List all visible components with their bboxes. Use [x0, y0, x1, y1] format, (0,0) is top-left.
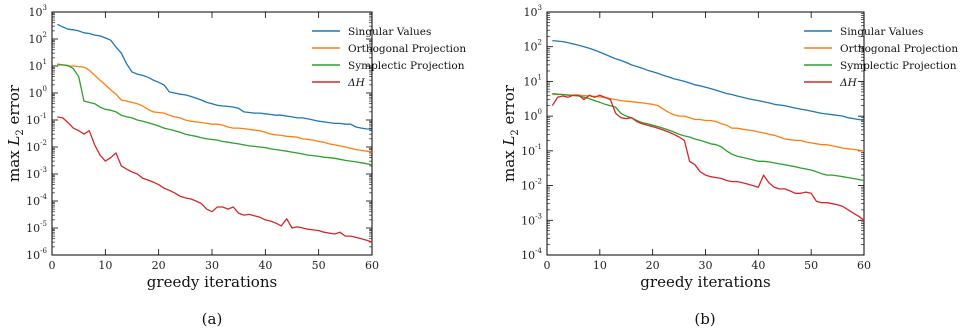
- y-tick-label: 10-3: [521, 212, 542, 227]
- y-tick-label: 100: [524, 108, 542, 123]
- series-line-3: [551, 94, 865, 221]
- x-tick-label: 40: [751, 259, 765, 272]
- chart-b: 10-4 10-3 10-2 10-1 100 101 102 103 0 10 20 30 40 50 6…: [500, 4, 958, 328]
- x-tick-label: 30: [699, 259, 713, 272]
- legend-label: Symplectic Projection: [348, 60, 465, 72]
- x-tick-label: 30: [205, 259, 219, 272]
- y-tick-label: 10-6: [26, 247, 47, 262]
- x-axis-label: greedy iterations: [640, 273, 770, 291]
- y-tick-label: 10-4: [521, 247, 542, 262]
- y-tick-label: 10-4: [26, 193, 47, 208]
- series-line-0: [57, 23, 373, 130]
- x-tick-label: 10: [98, 259, 112, 272]
- series-line-3: [57, 116, 373, 243]
- y-tick-label: 10-2: [521, 178, 542, 193]
- x-tick-label: 50: [312, 259, 326, 272]
- x-tick-label: 20: [152, 259, 166, 272]
- x-tick-label: 0: [49, 259, 56, 272]
- y-tick-label: 10-3: [26, 166, 47, 181]
- series-line-1: [57, 63, 373, 153]
- legend-label: ΔH: [839, 77, 858, 89]
- y-tick-label: 103: [29, 4, 47, 19]
- series-line-0: [552, 39, 865, 122]
- y-tick-label: 10-5: [26, 220, 47, 235]
- y-tick-label: 10-1: [521, 143, 542, 158]
- y-tick-label: 101: [524, 73, 542, 88]
- chart-caption: (a): [202, 310, 223, 328]
- x-axis-label: greedy iterations: [147, 273, 277, 291]
- legend-label: Orthogonal Projection: [348, 43, 466, 55]
- chart-caption: (b): [694, 310, 715, 328]
- y-tick-label: 101: [29, 58, 47, 73]
- y-tick-label: 102: [524, 39, 542, 54]
- legend-label: Singular Values: [840, 26, 923, 38]
- y-tick-label: 102: [29, 31, 47, 46]
- legend-label: Symplectic Projection: [840, 60, 957, 72]
- y-axis-label: max L2 error: [5, 84, 26, 182]
- x-tick-label: 40: [258, 259, 272, 272]
- legend-label: ΔH: [347, 77, 366, 89]
- x-tick-label: 60: [857, 259, 871, 272]
- y-tick-label: 100: [29, 85, 47, 100]
- x-tick-label: 0: [544, 259, 551, 272]
- y-tick-label: 103: [524, 4, 542, 19]
- legend-label: Singular Values: [348, 26, 431, 38]
- y-axis-label: max L2 error: [500, 84, 521, 182]
- y-tick-label: 10-1: [26, 112, 47, 127]
- legend-label: Orthogonal Projection: [840, 43, 958, 55]
- chart-a: 10-6 10-5 10-4 10-3 10-2 10-1 100 101 102 103 0 10 2…: [5, 4, 466, 328]
- x-tick-label: 10: [593, 259, 607, 272]
- x-tick-label: 50: [804, 259, 818, 272]
- x-tick-label: 60: [365, 259, 379, 272]
- y-tick-label: 10-2: [26, 139, 47, 154]
- series-line-2: [57, 64, 373, 166]
- series-line-2: [552, 92, 865, 182]
- x-tick-label: 20: [646, 259, 660, 272]
